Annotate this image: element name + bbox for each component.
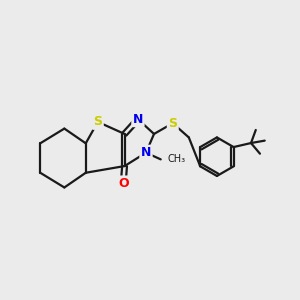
Text: O: O bbox=[118, 177, 128, 190]
Text: S: S bbox=[93, 116, 102, 128]
Text: S: S bbox=[168, 117, 177, 130]
Text: N: N bbox=[133, 113, 143, 126]
Text: N: N bbox=[141, 146, 151, 159]
Text: CH₃: CH₃ bbox=[167, 154, 185, 164]
